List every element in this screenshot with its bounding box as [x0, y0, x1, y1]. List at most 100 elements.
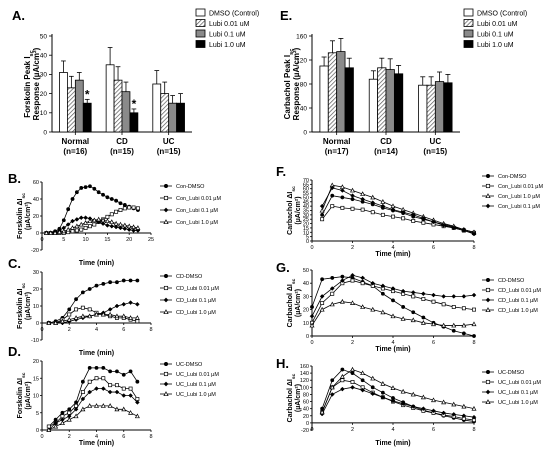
data-point: [471, 405, 477, 411]
legend-swatch: [463, 19, 474, 27]
legend-label: Con_Lubi 0.01 µM: [498, 184, 543, 190]
data-point: [360, 196, 365, 202]
y-axis-label-line1: Carbachol ΔIsc: [287, 373, 297, 422]
data-point: [329, 392, 335, 397]
data-point: [430, 321, 437, 327]
data-point: [370, 194, 376, 200]
x-tick-label: 4: [95, 434, 98, 440]
legend-label: DMSO (Control): [209, 11, 259, 18]
data-point: [87, 379, 92, 384]
data-point: [421, 315, 426, 320]
x-tick-label: 0: [310, 245, 313, 251]
data-point: [73, 406, 79, 412]
x-tick-label: 2: [351, 340, 354, 346]
group-label: Normal: [62, 137, 90, 146]
data-point: [61, 228, 67, 234]
data-point: [46, 320, 52, 325]
y-axis-label-line1: Carbachol ΔIsc: [287, 186, 297, 235]
legend-label: Lubi 1.0 uM: [209, 42, 246, 49]
data-point: [70, 218, 75, 224]
data-point: [370, 280, 376, 286]
y-axis-label-line2: (µA/cm²): [25, 381, 32, 409]
data-point: [52, 230, 58, 235]
data-point: [349, 366, 356, 372]
legend-marker: [163, 381, 169, 387]
legend-marker: [485, 297, 491, 303]
group-label: Normal: [323, 137, 351, 146]
data-point: [66, 416, 72, 422]
data-point: [107, 389, 113, 395]
data-point: [349, 187, 356, 193]
data-point: [48, 230, 54, 235]
data-point: [67, 312, 72, 317]
data-point: [340, 378, 345, 383]
data-point: [410, 404, 416, 409]
data-point: [80, 379, 85, 384]
y-tick-label: 160: [296, 33, 307, 40]
data-point: [350, 384, 355, 390]
y-axis-label-line2: (µA/cm²): [295, 384, 302, 412]
line-chart-g: 0 10 20 30 40 50 0 2 4 6 8 Time (min) CD-DMSO CD_Lubi…: [303, 268, 541, 353]
data-point: [114, 313, 120, 319]
bar: [434, 81, 445, 133]
data-point: [360, 275, 365, 281]
x-tick-label: 6: [432, 245, 435, 251]
data-point: [330, 378, 335, 383]
y-tick-label: 0: [36, 428, 39, 434]
data-point: [61, 218, 66, 223]
x-tick-label: 2: [68, 434, 71, 440]
bar: [344, 67, 354, 133]
data-point: [390, 286, 396, 291]
data-point: [65, 222, 71, 227]
legend-marker: [485, 287, 491, 293]
data-point: [101, 192, 105, 197]
y-tick-label: 120: [300, 378, 309, 384]
data-point: [330, 291, 335, 296]
data-point: [340, 205, 345, 210]
data-point: [350, 278, 355, 283]
y-tick-label: 50: [303, 268, 309, 274]
legend-label: UC_Lubi 0.1 µM: [498, 390, 538, 396]
data-point: [451, 294, 457, 299]
y-tick-label: 40: [40, 53, 48, 60]
data-point: [94, 283, 99, 288]
x-tick-label: 2: [351, 245, 354, 251]
y-tick-label: 10: [303, 230, 309, 236]
bar: [129, 112, 139, 133]
data-point: [360, 191, 366, 196]
data-point: [104, 218, 110, 224]
y-tick-label: 50: [303, 195, 309, 201]
bar: [443, 82, 453, 133]
data-point: [360, 281, 365, 286]
significance-star: *: [132, 97, 137, 111]
x-tick-label: 8: [149, 434, 152, 440]
series-line: [46, 185, 139, 234]
data-point: [410, 317, 416, 323]
data-point: [74, 297, 78, 302]
data-point: [78, 215, 84, 221]
data-point: [135, 225, 141, 230]
data-point: [135, 319, 140, 324]
data-point: [401, 216, 406, 221]
data-point: [114, 383, 119, 388]
x-tick-label: 0: [40, 327, 43, 333]
y-tick-label: 60: [33, 180, 39, 186]
bar: [105, 64, 115, 133]
y-tick-label: 45: [303, 200, 309, 206]
data-point: [131, 228, 136, 233]
data-point: [421, 291, 426, 297]
data-point: [83, 185, 88, 190]
data-point: [80, 396, 86, 402]
legend-marker: [163, 309, 169, 315]
legend-marker: [163, 297, 169, 303]
x-tick-label: 0: [40, 434, 43, 440]
y-tick-label: 50: [40, 33, 48, 40]
y-tick-label: 100: [300, 385, 309, 391]
data-point: [83, 215, 88, 221]
data-point: [114, 198, 119, 203]
data-point: [350, 197, 355, 202]
data-point: [100, 386, 106, 391]
data-point: [108, 369, 113, 374]
